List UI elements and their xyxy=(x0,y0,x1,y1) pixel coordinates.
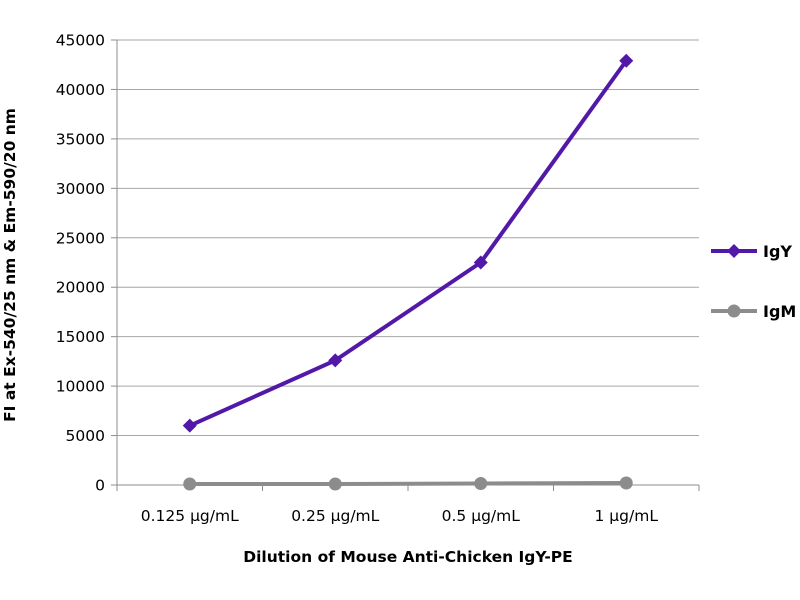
series-line-igy xyxy=(187,58,629,428)
y-tick-label: 5000 xyxy=(66,427,105,445)
legend-marker-igm xyxy=(727,304,741,318)
data-point-igy xyxy=(473,255,488,270)
x-tick-label: 0.25 µg/mL xyxy=(291,507,379,525)
data-point-igm xyxy=(328,477,342,491)
y-tick-label: 25000 xyxy=(56,229,105,247)
data-point-igy xyxy=(619,53,634,68)
y-tick-label: 30000 xyxy=(56,180,105,198)
legend: IgY IgM xyxy=(711,242,796,321)
x-tick-label: 0.5 µg/mL xyxy=(442,507,521,525)
data-point-igy xyxy=(182,418,197,433)
y-tick-label: 45000 xyxy=(56,32,105,50)
series-line-igm xyxy=(187,481,629,487)
data-point-igm xyxy=(474,477,488,491)
y-tick-label: 20000 xyxy=(56,279,105,297)
y-tick-label: 40000 xyxy=(56,81,105,99)
y-tick-label: 35000 xyxy=(56,130,105,148)
y-tick-label: 0 xyxy=(95,477,105,495)
x-axis-title: Dilution of Mouse Anti-Chicken IgY-PE xyxy=(243,548,572,566)
y-tick-label: 10000 xyxy=(56,378,105,396)
legend-label-igm: IgM xyxy=(763,302,796,321)
x-tick-label: 1 µg/mL xyxy=(595,507,659,525)
data-point-igy xyxy=(328,353,343,368)
y-tick-label: 15000 xyxy=(56,328,105,346)
legend-marker-igy xyxy=(727,244,741,258)
x-tick-label: 0.125 µg/mL xyxy=(141,507,239,525)
y-axis-title: FI at Ex-540/25 nm & Em-590/20 nm xyxy=(1,108,19,422)
data-point-igm xyxy=(183,477,197,491)
axes: 0 5000 10000 15000 20000 25000 30000 35000 40000… xyxy=(56,32,700,525)
data-point-igm xyxy=(619,476,633,490)
legend-label-igy: IgY xyxy=(763,242,792,261)
series-layer xyxy=(182,53,634,491)
gridlines xyxy=(117,39,699,437)
